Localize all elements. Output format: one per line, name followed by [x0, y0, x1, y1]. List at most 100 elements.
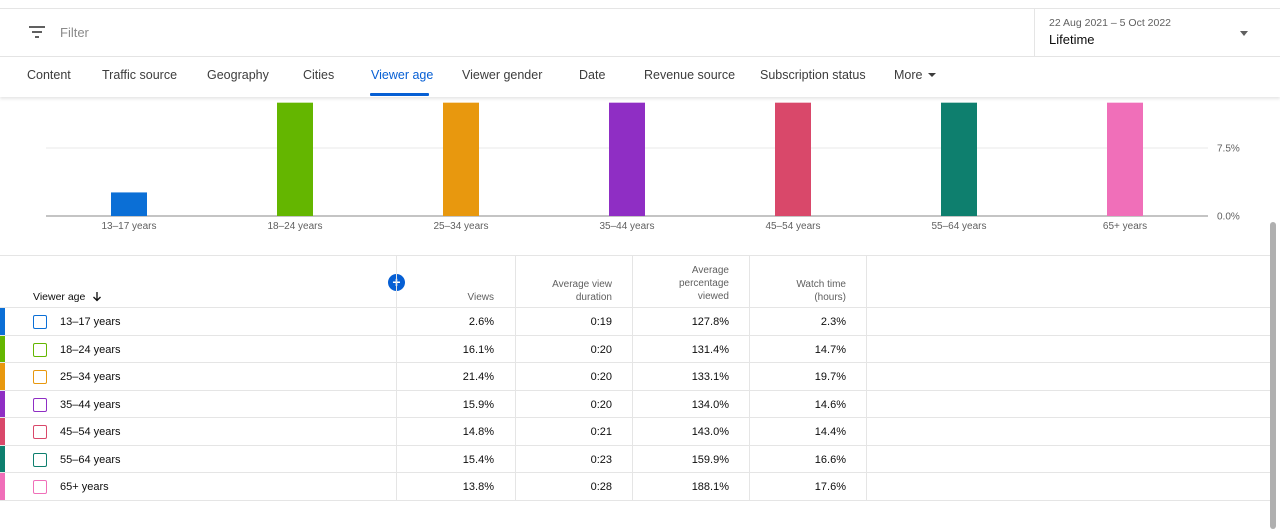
table-row[interactable]: 25–34 years 21.4% 0:20 133.1% 19.7%: [0, 363, 1270, 391]
more-caret-icon[interactable]: [928, 73, 936, 77]
header-line: Average view: [552, 279, 612, 290]
row-checkbox[interactable]: [33, 397, 47, 412]
series-color-stripe: [0, 445, 5, 472]
tab-date[interactable]: Date: [579, 68, 606, 82]
chart-bar: [1107, 102, 1143, 216]
row-views: 14.8%: [462, 426, 494, 438]
header-line: Watch time: [796, 279, 846, 290]
row-views: 13.8%: [462, 481, 494, 493]
row-age-label: 45–54 years: [60, 426, 121, 438]
tab-content[interactable]: Content: [27, 68, 71, 82]
row-views: 15.9%: [462, 398, 494, 411]
row-average-view-duration: 0:20: [590, 398, 612, 411]
row-age-label: 13–17 years: [60, 316, 121, 328]
tab-cities[interactable]: Cities: [303, 68, 335, 82]
row-watch-time: 14.7%: [814, 343, 846, 356]
row-average-view-duration: 0:21: [590, 426, 612, 438]
x-tick-label: 55–64 years: [931, 221, 986, 232]
header-views[interactable]: Views: [468, 291, 495, 304]
filter-icon[interactable]: [29, 26, 45, 40]
row-average-percentage-viewed: 159.9%: [691, 453, 729, 466]
header-average-view-duration[interactable]: Average view duration: [552, 278, 612, 304]
row-average-percentage-viewed: 143.0%: [691, 426, 729, 438]
row-checkbox[interactable]: [33, 480, 47, 494]
filter-input[interactable]: Filter: [60, 25, 89, 40]
row-average-view-duration: 0:19: [590, 316, 612, 328]
tab-more[interactable]: More: [894, 68, 923, 82]
scrollbar[interactable]: [1270, 222, 1276, 529]
table-row[interactable]: 13–17 years 2.6% 0:19 127.8% 2.3%: [0, 308, 1270, 336]
tab-viewer-gender[interactable]: Viewer gender: [462, 68, 543, 82]
row-checkbox[interactable]: [33, 425, 47, 439]
tab-geography[interactable]: Geography: [207, 68, 269, 82]
series-color-stripe: [0, 363, 5, 390]
series-color-stripe: [0, 418, 5, 445]
tab-traffic-source[interactable]: Traffic source: [102, 68, 178, 82]
column-divider: [866, 255, 867, 500]
row-average-percentage-viewed: 133.1%: [691, 371, 729, 383]
x-tick-label: 25–34 years: [433, 221, 488, 232]
header-watch-time[interactable]: Watch time (hours): [796, 278, 846, 304]
x-tick-label: 35–44 years: [599, 221, 654, 232]
chart-bar: [609, 102, 645, 216]
row-age-label: 65+ years: [60, 481, 109, 493]
active-tab-indicator: [370, 93, 429, 96]
row-average-view-duration: 0:23: [590, 453, 612, 466]
header-average-percentage-viewed[interactable]: Average percentage viewed: [679, 264, 729, 303]
row-checkbox[interactable]: [33, 370, 47, 384]
series-color-stripe: [0, 390, 5, 417]
row-average-view-duration: 0:28: [590, 481, 612, 493]
column-divider: [396, 255, 397, 500]
date-range-selector[interactable]: 22 Aug 2021 – 5 Oct 2022 Lifetime: [1034, 9, 1280, 57]
report-tabs: Content Traffic source Geography Cities …: [0, 57, 1280, 97]
table-row[interactable]: 18–24 years 16.1% 0:20 131.4% 14.7%: [0, 335, 1270, 363]
filter-bar: Filter 22 Aug 2021 – 5 Oct 2022 Lifetime: [0, 8, 1280, 57]
header-viewer-age[interactable]: Viewer age: [33, 291, 86, 303]
x-tick-label: 45–54 years: [765, 221, 820, 232]
header-line: duration: [575, 292, 612, 303]
table-row[interactable]: 45–54 years 14.8% 0:21 143.0% 14.4%: [0, 418, 1270, 446]
bar-chart-svg: 0.0% 7.5% 13–17 years 18–24 years 25–34 year…: [46, 102, 1240, 232]
row-average-percentage-viewed: 127.8%: [691, 316, 729, 328]
table-row[interactable]: 35–44 years 15.9% 0:20 134.0% 14.6%: [0, 390, 1270, 418]
table-row[interactable]: 55–64 years 15.4% 0:23 159.9% 16.6%: [0, 445, 1270, 473]
date-period-label: Lifetime: [1049, 32, 1095, 47]
row-average-percentage-viewed: 188.1%: [691, 481, 729, 493]
table-row[interactable]: 65+ years 13.8% 0:28 188.1% 17.6%: [0, 473, 1270, 501]
chart-bar: [443, 102, 479, 216]
series-color-stripe: [0, 308, 5, 335]
series-color-stripe: [0, 473, 5, 500]
x-tick-label: 18–24 years: [267, 221, 322, 232]
header-line: percentage: [678, 278, 729, 289]
tab-subscription-status[interactable]: Subscription status: [760, 68, 866, 82]
column-divider: [632, 255, 633, 500]
row-age-label: 25–34 years: [60, 371, 121, 383]
row-age-label: 18–24 years: [60, 343, 121, 356]
row-views: 16.1%: [462, 343, 494, 356]
row-checkbox[interactable]: [33, 342, 47, 357]
dropdown-caret-icon[interactable]: [1240, 31, 1248, 36]
series-color-stripe: [0, 335, 5, 362]
header-views-line: Views: [467, 292, 495, 303]
tab-viewer-age[interactable]: Viewer age: [371, 68, 434, 82]
row-views: 2.6%: [468, 316, 494, 328]
x-tick-label: 65+ years: [1103, 221, 1147, 232]
header-line: (hours): [814, 292, 846, 303]
row-views: 15.4%: [462, 453, 494, 466]
column-divider: [515, 255, 516, 500]
row-watch-time: 17.6%: [814, 481, 846, 493]
row-checkbox[interactable]: [33, 452, 47, 467]
row-checkbox[interactable]: [33, 315, 47, 329]
y-tick-label: 7.5%: [1217, 144, 1240, 155]
tab-revenue-source[interactable]: Revenue source: [644, 68, 736, 82]
row-watch-time: 14.6%: [814, 398, 846, 411]
y-tick-label: 0.0%: [1217, 212, 1240, 223]
row-age-label: 55–64 years: [60, 453, 121, 466]
row-age-label: 35–44 years: [60, 398, 121, 411]
chart-bar: [941, 102, 977, 216]
row-watch-time: 2.3%: [820, 316, 846, 328]
sort-down-arrow-icon[interactable]: [92, 291, 102, 302]
row-average-view-duration: 0:20: [590, 371, 612, 383]
row-average-percentage-viewed: 134.0%: [691, 398, 729, 411]
column-divider: [749, 255, 750, 500]
